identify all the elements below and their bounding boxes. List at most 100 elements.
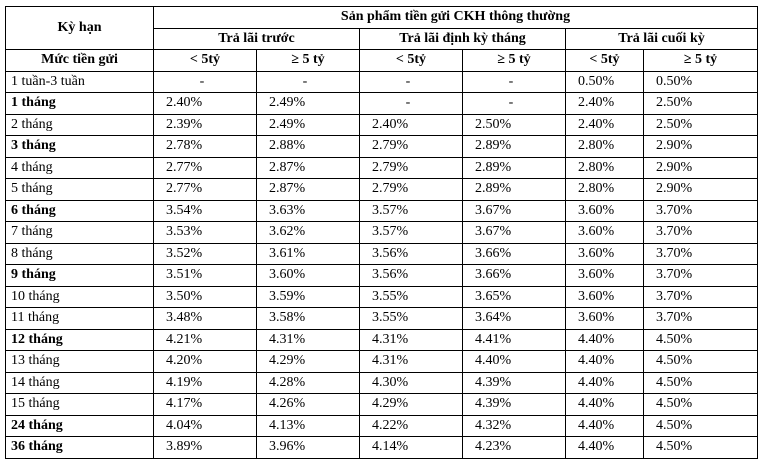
header-row-3: Mức tiền gửi < 5tỷ ≥ 5 tỷ < 5tỷ ≥ 5 tỷ <…	[5, 49, 758, 72]
rate-cell: 4.28%	[256, 371, 360, 394]
table-row: 5 tháng 2.77% 2.87% 2.79% 2.89% 2.80% 2.90%	[5, 178, 758, 201]
rate-cell: 3.60%	[565, 242, 644, 265]
rate-cell: 4.29%	[359, 393, 463, 416]
rate-cell: 4.17%	[153, 393, 257, 416]
rate-cell: 4.50%	[643, 328, 758, 351]
rate-cell: 3.70%	[643, 264, 758, 287]
rate-cell: 4.29%	[256, 350, 360, 373]
rate-cell: 2.90%	[643, 178, 758, 201]
rate-cell: 2.50%	[462, 113, 566, 136]
rate-cell: 2.79%	[359, 156, 463, 179]
rate-cell: 4.41%	[462, 328, 566, 351]
sub-header: < 5tỷ	[359, 49, 463, 72]
term-cell: 2 tháng	[5, 113, 154, 136]
rate-cell: 3.62%	[256, 221, 360, 244]
rate-cell: -	[153, 70, 257, 93]
group-header-prepaid: Trả lãi trước	[153, 27, 360, 50]
rate-cell: 4.20%	[153, 350, 257, 373]
rate-cell: 4.04%	[153, 414, 257, 437]
term-cell: 36 tháng	[5, 436, 154, 459]
sub-header: < 5tỷ	[565, 49, 644, 72]
rate-cell: 2.79%	[359, 135, 463, 158]
rate-cell: 3.60%	[565, 285, 644, 308]
rate-cell: 2.87%	[256, 156, 360, 179]
table-row: 1 tuần-3 tuần - - - -0.50% 0.50%	[5, 70, 758, 93]
rate-cell: 4.23%	[462, 436, 566, 459]
rate-cell: -	[462, 92, 566, 115]
rate-cell: 2.78%	[153, 135, 257, 158]
rate-cell: 4.39%	[462, 393, 566, 416]
table-row: 6 tháng 3.54% 3.63% 3.57% 3.67% 3.60% 3.70%	[5, 199, 758, 222]
rate-cell: 2.87%	[256, 178, 360, 201]
term-cell: 3 tháng	[5, 135, 154, 158]
sub-header: ≥ 5 tỷ	[643, 49, 758, 72]
rate-cell: 3.60%	[565, 307, 644, 330]
rate-cell: 4.31%	[359, 350, 463, 373]
table-row: 3 tháng 2.78% 2.88% 2.79% 2.89% 2.80% 2.90%	[5, 135, 758, 158]
rate-cell: 2.80%	[565, 156, 644, 179]
rate-cell: 3.61%	[256, 242, 360, 265]
term-cell: 24 tháng	[5, 414, 154, 437]
rate-cell: 4.50%	[643, 350, 758, 373]
rate-cell: 3.70%	[643, 242, 758, 265]
term-cell: 11 tháng	[5, 307, 154, 330]
rate-cell: 3.60%	[256, 264, 360, 287]
rate-cell: 2.49%	[256, 113, 360, 136]
rate-cell: 4.26%	[256, 393, 360, 416]
rate-cell: -	[359, 70, 463, 93]
rate-cell: -	[359, 92, 463, 115]
rate-cell: 4.40%	[565, 393, 644, 416]
rate-cell: 4.19%	[153, 371, 257, 394]
rate-cell: 3.60%	[565, 264, 644, 287]
term-cell: 14 tháng	[5, 371, 154, 394]
header-row-1: Kỳ hạn Sản phẩm tiền gửi CKH thông thườn…	[5, 6, 758, 50]
table-row: 1 tháng 2.40% 2.49% - -2.40% 2.50%	[5, 92, 758, 115]
term-cell: 8 tháng	[5, 242, 154, 265]
rate-cell: 3.67%	[462, 199, 566, 222]
rate-cell: 3.89%	[153, 436, 257, 459]
rate-cell: 3.66%	[462, 242, 566, 265]
rate-cell: 3.66%	[462, 264, 566, 287]
rate-cell: 2.49%	[256, 92, 360, 115]
rate-cell: 3.54%	[153, 199, 257, 222]
rate-cell: 2.80%	[565, 178, 644, 201]
rate-cell: 3.56%	[359, 264, 463, 287]
rate-cell: 2.50%	[643, 113, 758, 136]
rate-cell: 4.14%	[359, 436, 463, 459]
table-row: 8 tháng 3.52% 3.61% 3.56% 3.66% 3.60% 3.70%	[5, 242, 758, 265]
term-cell: 13 tháng	[5, 350, 154, 373]
table-row: 7 tháng 3.53% 3.62% 3.57% 3.67% 3.60% 3.70%	[5, 221, 758, 244]
rate-cell: 4.21%	[153, 328, 257, 351]
rate-cell: 3.51%	[153, 264, 257, 287]
rate-cell: 4.50%	[643, 414, 758, 437]
rate-cell: 4.39%	[462, 371, 566, 394]
rate-cell: 4.40%	[565, 436, 644, 459]
table-row: 4 tháng 2.77% 2.87% 2.79% 2.89% 2.80% 2.90%	[5, 156, 758, 179]
term-cell: 9 tháng	[5, 264, 154, 287]
table-row: 24 tháng 4.04% 4.13% 4.22% 4.32% 4.40% 4.50%	[5, 414, 758, 437]
rate-cell: 3.60%	[565, 199, 644, 222]
rate-cell: 3.55%	[359, 307, 463, 330]
rate-cell: 4.22%	[359, 414, 463, 437]
rate-cell: 2.40%	[359, 113, 463, 136]
rate-cell: 4.32%	[462, 414, 566, 437]
rate-cell: 2.90%	[643, 135, 758, 158]
term-cell: 15 tháng	[5, 393, 154, 416]
rate-cell: 2.40%	[565, 113, 644, 136]
product-header: Sản phẩm tiền gửi CKH thông thường	[153, 6, 758, 29]
rate-cell: 2.77%	[153, 156, 257, 179]
rate-cell: 2.79%	[359, 178, 463, 201]
sub-header: ≥ 5 tỷ	[256, 49, 360, 72]
sub-header: < 5tỷ	[153, 49, 257, 72]
term-cell: 12 tháng	[5, 328, 154, 351]
rate-cell: 3.60%	[565, 221, 644, 244]
rate-cell: 4.31%	[359, 328, 463, 351]
rate-cell: -	[462, 70, 566, 93]
table-row: 14 tháng 4.19% 4.28% 4.30% 4.39% 4.40% 4.50%	[5, 371, 758, 394]
rate-cell: 2.39%	[153, 113, 257, 136]
rate-cell: 3.48%	[153, 307, 257, 330]
rate-cell: 4.50%	[643, 436, 758, 459]
rate-cell: 0.50%	[643, 70, 758, 93]
rate-cell: 2.77%	[153, 178, 257, 201]
